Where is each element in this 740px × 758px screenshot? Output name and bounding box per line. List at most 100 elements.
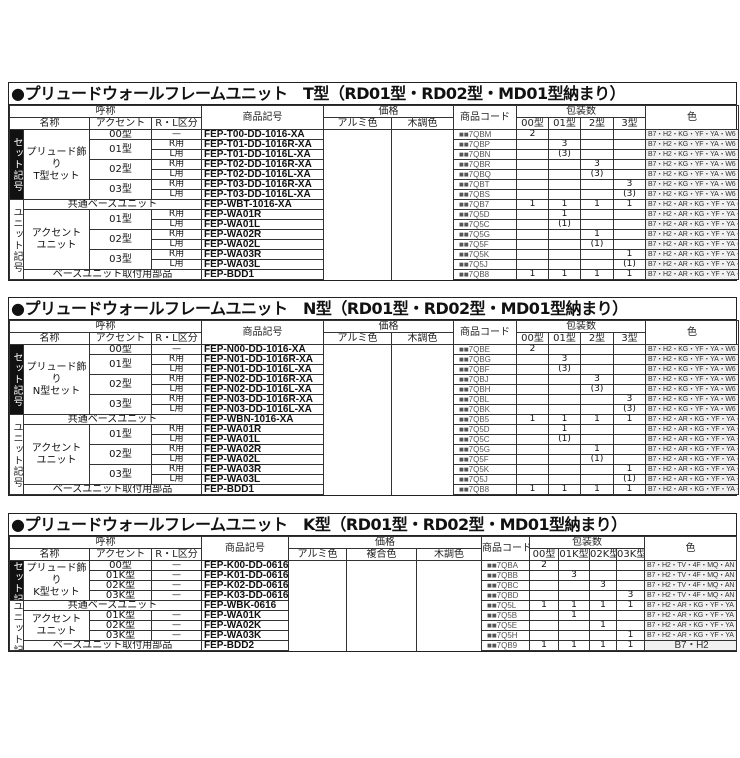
pack-qty: (1)	[580, 239, 614, 250]
pack-qty: 1	[529, 600, 559, 611]
header-accent: アクセント	[89, 117, 152, 130]
product-code: ■■7Q5C	[453, 434, 517, 445]
rl-type: —	[151, 610, 202, 621]
product-code: ■■7QBM	[453, 129, 517, 140]
price-cell	[323, 129, 392, 280]
header-code: 商品コード	[453, 105, 517, 130]
product-symbol: FEP-T01-DD-1016L-XA	[201, 149, 324, 160]
pack-qty: 2	[529, 560, 559, 571]
pack-qty	[548, 374, 581, 385]
product-symbol: FEP-T03-DD-1016R-XA	[201, 179, 324, 190]
product-symbol: FEP-WA02R	[201, 229, 324, 240]
pack-qty	[516, 209, 549, 220]
pack-qty	[580, 464, 614, 475]
color-codes: B7・H2・KG・YF・YA・W6	[645, 344, 739, 355]
product-code: ■■7QB8	[453, 484, 517, 495]
product-code: ■■7Q5G	[453, 229, 517, 240]
pack-qty	[516, 404, 549, 415]
pack-qty	[580, 179, 614, 190]
pack-qty	[529, 580, 559, 591]
rl-type: R用	[151, 159, 202, 170]
pack-qty	[516, 159, 549, 170]
color-codes: B7・H2・KG・YF・YA・W6	[645, 354, 739, 365]
color-codes: B7・H2・AR・KG・YF・YA・W6	[645, 414, 739, 425]
product-code: ■■7QBJ	[453, 374, 517, 385]
pack-qty: (3)	[548, 364, 581, 375]
pack-qty	[613, 169, 646, 180]
rl-type: —	[151, 344, 202, 355]
table-row: ベースユニット取付用部品 FEP-BDD2 ■■7QB9 1 1 1 1 B7・H2	[10, 640, 737, 651]
accent-type: 01型	[89, 139, 152, 160]
product-symbol: FEP-N02-DD-1016R-XA	[201, 374, 324, 385]
accent-type: 02型	[89, 444, 152, 465]
header-name: 名称	[9, 117, 90, 130]
color-codes: B7・H2	[644, 640, 737, 651]
product-name: アクセント ユニット	[23, 610, 90, 641]
pack-qty	[613, 344, 646, 355]
color-codes: B7・H2・TV・4F・MQ・AN・JQ・SI・PV・4D	[644, 570, 737, 581]
row-label: 共通ベースユニット	[23, 600, 202, 611]
header-pack: 包装数	[516, 320, 646, 333]
pack-qty: 3	[548, 354, 581, 365]
rl-type: —	[151, 580, 202, 591]
product-name: プリュード飾り N型セット	[23, 344, 90, 415]
header-price: 価格	[288, 536, 482, 549]
pack-qty	[548, 454, 581, 465]
product-symbol: FEP-K00-DD-0616	[201, 560, 289, 571]
header-pack-col: 3型	[613, 117, 646, 130]
header-pack-col: 03K型	[616, 548, 645, 561]
pack-qty: 1	[580, 484, 614, 495]
header-nominal: 呼称	[9, 105, 202, 118]
pack-qty: 1	[516, 414, 549, 425]
accent-type: 01型	[89, 209, 152, 230]
header-price: 価格	[323, 320, 454, 333]
rl-type: L用	[151, 189, 202, 200]
table-row: 02型 R用 FEP-N02-DD-1016R-XA ■■7QBJ 3 B7・H2・KG・…	[10, 374, 739, 395]
pack-qty: (1)	[548, 219, 581, 230]
pack-qty	[580, 209, 614, 220]
product-symbol: FEP-N03-DD-1016L-XA	[201, 404, 324, 415]
pack-qty	[516, 374, 549, 385]
pack-qty	[548, 444, 581, 455]
pack-qty	[548, 249, 581, 260]
product-symbol: FEP-BDD2	[201, 640, 289, 651]
product-name: アクセント ユニット	[23, 424, 90, 485]
pack-qty	[548, 239, 581, 250]
accent-type: 03型	[89, 394, 152, 415]
product-symbol: FEP-WA03L	[201, 259, 324, 270]
pack-qty	[516, 434, 549, 445]
header-symbol: 商品記号	[201, 536, 289, 561]
pack-qty	[616, 570, 645, 581]
header-color: 色	[644, 536, 737, 561]
pack-qty	[558, 620, 590, 631]
pack-qty	[516, 239, 549, 250]
rl-type: L用	[151, 364, 202, 375]
pack-qty: 1	[613, 464, 646, 475]
product-code: ■■7QBS	[453, 189, 517, 200]
side-label: ユニット記号	[9, 414, 24, 495]
rl-type: L用	[151, 384, 202, 395]
color-codes: B7・H2・AR・KG・YF・YA・W6	[645, 209, 739, 220]
table-row: ユニット記号 共通ベースユニット FEP-WBN-1016-XA ■■7QB5 1 1 1 1…	[9, 414, 739, 495]
product-symbol: FEP-WA02L	[201, 239, 324, 250]
table-row: 03型 R用 FEP-T03-DD-1016R-XA ■■7QBT 3 B7・H2・KG・…	[10, 179, 739, 200]
pack-qty: 1	[589, 640, 617, 651]
pack-qty	[548, 404, 581, 415]
pack-qty: 1	[516, 269, 549, 280]
header-symbol: 商品記号	[201, 105, 324, 130]
rl-type: R用	[151, 249, 202, 260]
accent-type: 02型	[89, 229, 152, 250]
pack-qty: 1	[613, 249, 646, 260]
pack-qty: 1	[516, 484, 549, 495]
color-codes: B7・H2・AR・KG・YF・YA・W6	[645, 474, 739, 485]
pack-qty	[548, 394, 581, 405]
header-pack-col: 02K型	[589, 548, 617, 561]
product-code: ■■7QBG	[453, 354, 517, 365]
pack-qty	[516, 229, 549, 240]
color-codes: B7・H2・KG・YF・YA・W6	[645, 364, 739, 375]
pack-qty: (3)	[613, 189, 646, 200]
rl-type: L用	[151, 434, 202, 445]
accent-type: 01型	[89, 424, 152, 445]
pack-qty: 1	[589, 600, 617, 611]
color-codes: B7・H2・AR・KG・YF・YA・W6	[644, 630, 737, 641]
